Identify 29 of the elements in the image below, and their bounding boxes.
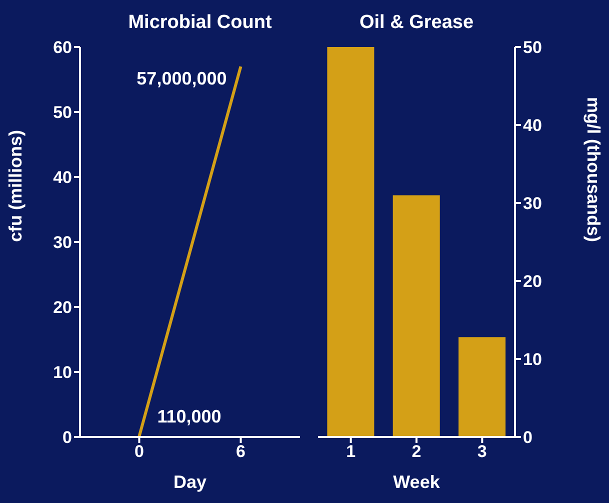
y-tick-label: 0 — [62, 428, 72, 448]
y-tick-label: 40 — [53, 168, 72, 188]
y2-tick-label: 50 — [523, 38, 542, 58]
y-axis-title: cfu (millions) — [5, 130, 26, 242]
chart-title: Oil & Grease — [358, 12, 475, 34]
bar — [327, 47, 374, 437]
y-tick-label: 30 — [53, 233, 72, 252]
y2-tick-label: 30 — [523, 194, 542, 214]
y2-tick-label: 0 — [523, 428, 532, 448]
bar — [458, 337, 506, 437]
x-tick-label: 3 — [477, 442, 487, 462]
x-tick-label: 2 — [412, 442, 422, 462]
x-axis-title: Day — [173, 472, 207, 492]
y-tick-label: 10 — [53, 363, 72, 382]
y-tick-label: 20 — [53, 298, 72, 318]
x-tick-label: 6 — [236, 442, 246, 462]
bar — [392, 195, 440, 437]
y2-tick-label: 40 — [523, 116, 542, 136]
x-tick-label: 0 — [134, 442, 144, 462]
x-axis-title: Week — [393, 472, 441, 492]
y2-tick-label: 10 — [523, 350, 542, 370]
chart-title: Microbial Count — [127, 12, 273, 34]
y-tick-label: 50 — [53, 103, 72, 122]
annotation: 57,000,000 — [136, 68, 227, 88]
y2-tick-label: 20 — [523, 272, 542, 292]
y2-axis-title: mg/l (thousands) — [584, 97, 604, 242]
x-tick-label: 1 — [346, 442, 356, 462]
annotation: 110,000 — [157, 406, 222, 426]
y-tick-label: 60 — [53, 38, 72, 58]
